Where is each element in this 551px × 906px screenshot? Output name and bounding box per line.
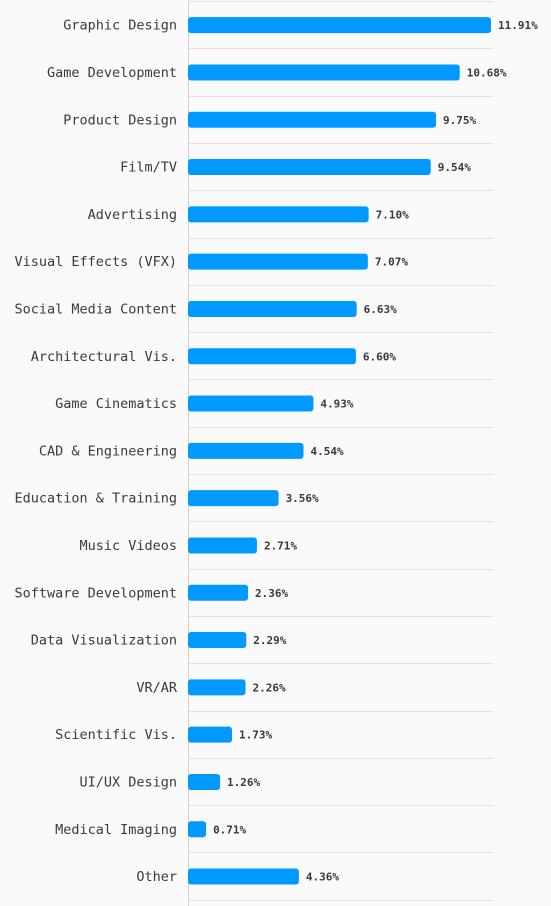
bar	[188, 490, 279, 507]
data-label: 9.75%	[443, 114, 476, 127]
data-label: 6.63%	[364, 303, 397, 316]
bar	[188, 159, 431, 176]
data-label: 4.36%	[306, 871, 339, 884]
category-label: Software Development	[14, 585, 177, 601]
category-label: Scientific Vis.	[55, 727, 177, 743]
data-label: 4.93%	[320, 398, 353, 411]
data-label: 4.54%	[311, 445, 344, 458]
bar	[188, 537, 257, 554]
bar	[188, 773, 221, 790]
bar	[188, 632, 247, 649]
category-label: Data Visualization	[31, 633, 177, 649]
data-label: 7.07%	[375, 256, 408, 269]
data-label: 2.29%	[253, 634, 286, 647]
bar	[188, 206, 369, 223]
bar	[188, 111, 437, 128]
bar	[188, 17, 491, 34]
bar	[188, 253, 368, 270]
bar	[188, 868, 299, 885]
category-label: Architectural Vis.	[31, 349, 177, 365]
bar	[188, 300, 357, 317]
category-label: Social Media Content	[14, 301, 177, 317]
data-label: 2.26%	[252, 681, 285, 694]
data-label: 3.56%	[286, 492, 319, 505]
category-label: Education & Training	[14, 491, 177, 507]
category-label: VR/AR	[136, 680, 178, 696]
data-label: 2.71%	[264, 539, 297, 552]
bar	[188, 584, 249, 601]
category-label: Other	[136, 869, 177, 885]
bar	[188, 726, 233, 743]
data-label: 11.91%	[498, 19, 538, 32]
bar	[188, 679, 246, 696]
data-label: 10.68%	[467, 66, 507, 79]
category-label: Graphic Design	[63, 18, 177, 34]
data-label: 2.36%	[255, 587, 288, 600]
data-label: 9.54%	[438, 161, 471, 174]
category-label: Music Videos	[79, 538, 177, 554]
category-label: Film/TV	[120, 160, 177, 176]
bar	[188, 64, 460, 81]
data-label: 7.10%	[376, 208, 409, 221]
category-label: Medical Imaging	[55, 822, 177, 838]
bar	[188, 348, 356, 365]
bar	[188, 395, 314, 412]
data-label: 0.71%	[213, 823, 246, 836]
bar	[188, 821, 207, 838]
category-label: Product Design	[63, 112, 177, 128]
category-label: Game Development	[47, 65, 177, 81]
bar	[188, 442, 304, 459]
category-label: Game Cinematics	[55, 396, 177, 412]
data-label: 6.60%	[363, 350, 396, 363]
data-label: 1.26%	[227, 776, 260, 789]
category-label: Visual Effects (VFX)	[14, 254, 177, 270]
category-label: CAD & Engineering	[39, 443, 177, 459]
data-label: 1.73%	[239, 729, 272, 742]
category-label: UI/UX Design	[79, 774, 177, 790]
category-label: Advertising	[88, 207, 177, 223]
